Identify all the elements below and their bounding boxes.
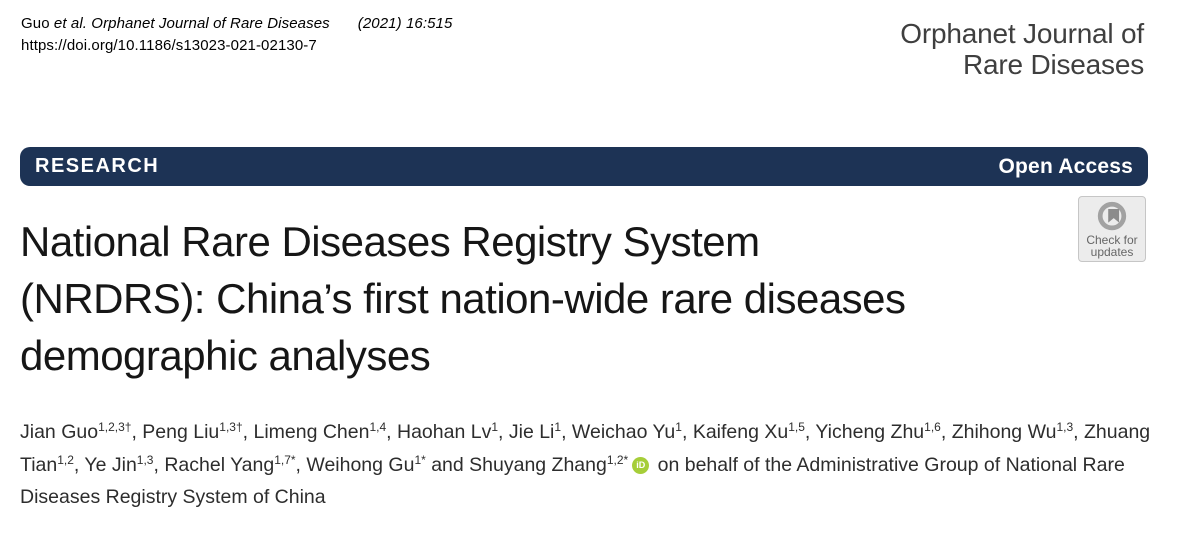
byline-suffix: on behalf of the Administrative Group of… xyxy=(20,453,1125,509)
citation-author: Guo xyxy=(21,15,54,32)
author-affiliation-sup: 1 xyxy=(554,420,562,435)
author-affiliation-sup: 1,3† xyxy=(219,420,243,435)
author-name: Limeng Chen xyxy=(253,421,370,443)
author-affiliation-sup: 1,2 xyxy=(57,452,74,467)
page-title: National Rare Diseases Registry System (… xyxy=(20,213,1180,384)
author-affiliation-sup: 1 xyxy=(675,420,682,435)
author-affiliation-sup: 1,6 xyxy=(924,420,941,435)
author-name: Shuyang Zhang xyxy=(469,453,607,476)
check-for-updates-text: Check for updates xyxy=(1086,234,1137,258)
open-access-label: Open Access xyxy=(998,154,1133,178)
author-name: Rachel Yang xyxy=(164,453,275,476)
author-affiliation-sup: 1,7* xyxy=(274,452,296,467)
article-type-label: RESEARCH xyxy=(35,155,160,177)
author-name: Yicheng Zhu xyxy=(815,421,925,443)
doi-link[interactable]: https://doi.org/10.1186/s13023-021-02130… xyxy=(21,37,317,54)
author-name: Zhihong Wu xyxy=(951,421,1057,443)
journal-name: Orphanet Journal of Rare Diseases xyxy=(900,18,1144,80)
author-affiliation-sup: 1 xyxy=(491,420,499,435)
author-name: Ye Jin xyxy=(84,453,137,476)
author-name: Jian Guo xyxy=(20,421,99,443)
author-affiliation-sup: 1* xyxy=(414,452,426,467)
crossmark-circle-icon xyxy=(1097,201,1127,231)
journal-name-line2: Rare Diseases xyxy=(962,49,1144,80)
author-name: Jie Li xyxy=(508,421,555,443)
article-type-banner: RESEARCH Open Access xyxy=(20,147,1148,186)
journal-name-line1: Orphanet Journal of xyxy=(900,18,1144,49)
check-for-updates-badge[interactable]: Check for updates xyxy=(1078,196,1146,262)
author-affiliation-sup: 1,2,3† xyxy=(98,420,132,435)
title-line2: (NRDRS): China’s first nation-wide rare … xyxy=(20,275,906,322)
author-affiliation-sup: 1,3 xyxy=(136,452,154,467)
author-name: Kaifeng Xu xyxy=(692,421,789,443)
author-name: Weichao Yu xyxy=(571,421,676,443)
citation-issue: (2021) 16:515 xyxy=(357,15,453,32)
author-affiliation-sup: 1,5 xyxy=(788,420,805,435)
check-for-updates-line1: Check for xyxy=(1086,233,1138,247)
author-affiliation-sup: 1,4 xyxy=(369,420,387,435)
author-list: Jian Guo1,2,3†, Peng Liu1,3†, Limeng Che… xyxy=(20,420,1151,509)
author-affiliation-sup: 1,2* xyxy=(606,452,629,467)
author-affiliation-sup: 1,3 xyxy=(1056,420,1074,435)
citation-journal: et al. Orphanet Journal of Rare Diseases xyxy=(53,15,330,32)
citation-line: Guo et al. Orphanet Journal of Rare Dise… xyxy=(21,13,452,35)
author-name: Weihong Gu xyxy=(306,453,415,476)
check-for-updates-line2: updates xyxy=(1090,245,1134,259)
author-name: Zhuang Tian xyxy=(20,421,1151,476)
orcid-icon[interactable]: iD xyxy=(632,456,650,474)
citation-block: Guo et al. Orphanet Journal of Rare Dise… xyxy=(21,13,452,57)
author-name: Haohan Lv xyxy=(397,421,492,443)
author-name: Peng Liu xyxy=(142,421,220,443)
title-line3: demographic analyses xyxy=(20,332,431,379)
title-line1: National Rare Diseases Registry System xyxy=(20,218,760,265)
